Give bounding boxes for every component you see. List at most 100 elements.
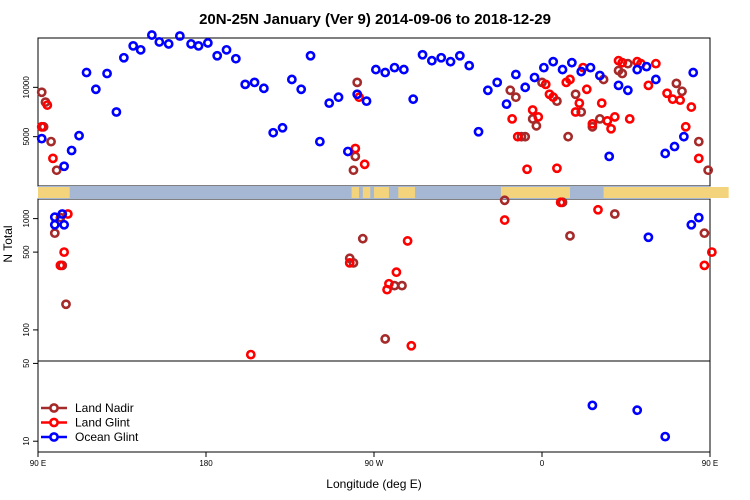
world-map-strip [38,186,729,199]
ocean-glint-point [548,56,559,67]
ocean-glint-point [669,141,680,152]
ocean-glint-point [370,64,381,75]
x-axis-label: Longitude (deg E) [326,477,421,491]
ocean-glint-point [277,122,288,133]
land-nadir-point [693,136,704,147]
ocean-glint-point [135,44,146,55]
chart-title: 20N-25N January (Ver 9) 2014-09-06 to 20… [199,11,551,28]
ocean-glint-point [230,53,241,64]
y-axis-upper: 5000 10000 [22,76,38,146]
ocean-glint-point [538,62,549,73]
land-glint-legend-marker [49,417,59,428]
ocean-glint-point [613,80,624,91]
ocean-glint-point [482,85,493,96]
ocean-glint-point [249,77,260,88]
ocean-glint-point [186,39,196,49]
land-nadir-point [397,280,407,291]
ocean-glint-point [520,82,531,93]
ocean-glint-point [154,37,165,47]
land-nadir-point [499,195,510,206]
land-nadir-point [510,92,521,103]
land-nadir-point [352,77,363,88]
x-tick-label: 90 E [30,459,46,468]
ocean-glint-point [660,148,671,159]
land-glint-point [540,79,551,90]
ocean-glint-point [632,405,643,416]
y-tick-label: 500 [22,245,31,259]
land-segment [374,187,389,198]
ocean-glint-point [686,219,697,230]
land-segment [398,187,416,198]
ocean-glint-point [557,64,568,75]
ocean-glint-point [66,145,77,156]
ocean-glint-point [426,55,437,66]
land-glint-point [643,80,654,91]
land-nadir-legend-marker [49,403,59,413]
ocean-glint-point [286,74,297,85]
ocean-glint-point [585,62,596,73]
land-glint-point [650,58,661,69]
ocean-glint-point [296,84,307,95]
land-nadir-point [594,114,605,124]
land-nadir-point [576,107,587,117]
land-nadir-point [46,136,56,147]
land-nadir-point [516,131,527,142]
ocean-glint-point [632,64,643,75]
land-glint-legend-label: Land Glint [75,416,130,430]
ocean-glint-point [212,50,223,61]
land-nadir-point [563,131,574,142]
ocean-glint-point [49,219,60,230]
ocean-glint-point [118,52,129,63]
land-glint-point [699,260,710,271]
ocean-glint-point [650,74,661,85]
ocean-glint-point [324,98,335,109]
land-glint-point [406,340,417,351]
land-glint-point [55,260,66,271]
ocean-glint-point [268,127,279,138]
ocean-glint-point [454,50,465,61]
land-glint-point [609,112,620,122]
ocean-glint-point [529,72,540,83]
y-tick-label: 10000 [22,76,31,99]
ocean-glint-point [146,30,157,40]
ocean-glint-point [361,96,372,107]
land-glint-point [706,247,717,258]
land-segment [500,187,570,198]
ocean-glint-point [333,92,344,103]
ocean-glint-point [352,89,363,100]
ocean-glint-point [128,40,139,51]
y-tick-label: 100 [22,323,31,337]
y-tick-label: 50 [22,358,31,367]
ocean-glint-point [314,136,325,147]
ocean-glint-point [193,40,204,51]
ocean-glint-point [90,84,101,95]
land-nadir-point [51,165,62,176]
land-glint-point [350,143,361,154]
land-glint-point [662,88,672,99]
y-tick-label: 10 [22,436,31,445]
plot-frame [37,37,711,453]
ocean-glint-point [202,38,213,48]
ocean-glint-point [643,232,654,243]
ocean-glint-point [688,67,699,78]
land-segment [351,187,360,198]
ocean-glint-point [49,212,60,223]
ocean-glint-point [510,69,521,80]
ocean-glint-point [81,67,92,78]
ocean-glint-point [693,212,704,223]
ocean-glint-point [566,57,577,68]
land-glint-point [693,153,704,164]
ocean-glint-point [240,79,251,90]
land-glint-point [344,257,355,268]
ocean-glint-point [36,133,47,144]
land-glint-point [555,197,566,208]
ocean-glint-point [587,400,598,411]
ocean-glint-point [678,131,689,142]
land-nadir-point [348,165,359,176]
ocean-glint-point [57,209,68,219]
land-glint-point [574,98,585,109]
land-glint-point [527,105,538,115]
land-nadir-point [380,334,391,344]
